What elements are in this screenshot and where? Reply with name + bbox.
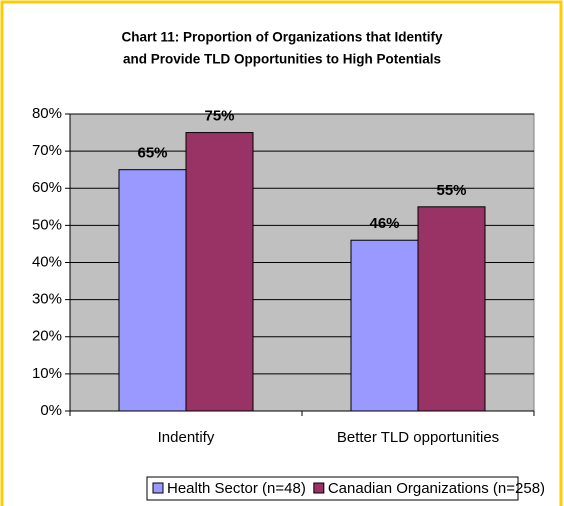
legend-box xyxy=(146,476,519,501)
y-tick-label: 80% xyxy=(32,105,62,122)
bar xyxy=(417,206,486,412)
y-tick-label: 20% xyxy=(32,328,62,345)
y-tick-label: 0% xyxy=(40,402,62,419)
x-tick-label: Better TLD opportunities xyxy=(337,429,499,446)
value-label: 46% xyxy=(369,215,399,232)
y-tick-label: 60% xyxy=(32,179,62,196)
bar xyxy=(185,132,254,412)
y-tick-label: 40% xyxy=(32,253,62,270)
legend-label: Health Sector (n=48) xyxy=(167,480,306,497)
y-tick-label: 50% xyxy=(32,216,62,233)
legend-swatch xyxy=(152,482,164,494)
y-tick-label: 70% xyxy=(32,142,62,159)
chart-title: and Provide TLD Opportunities to High Po… xyxy=(123,52,441,67)
value-label: 65% xyxy=(137,145,167,162)
chart-title: Chart 11: Proportion of Organizations th… xyxy=(121,30,443,45)
y-tick-label: 30% xyxy=(32,291,62,308)
legend-label: Canadian Organizations (n=258) xyxy=(328,480,545,497)
bar xyxy=(350,239,419,412)
x-tick-label: Indentify xyxy=(158,429,215,446)
y-tick-label: 10% xyxy=(32,365,62,382)
legend-swatch xyxy=(313,482,325,494)
bar xyxy=(118,169,187,412)
value-label: 75% xyxy=(204,108,234,125)
value-label: 55% xyxy=(436,182,466,199)
